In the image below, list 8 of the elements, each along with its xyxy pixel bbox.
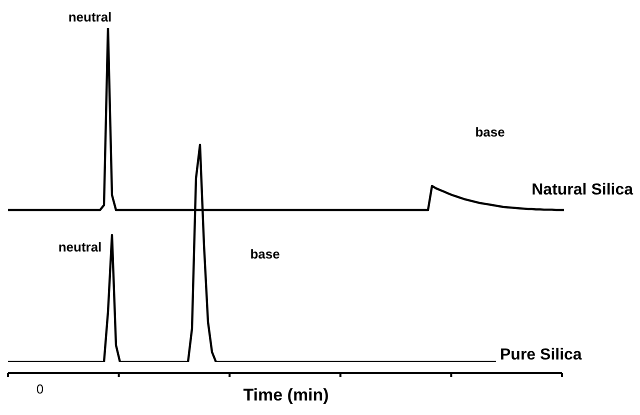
series-label: Pure Silica <box>500 346 582 364</box>
text: neutral <box>68 10 112 25</box>
annotation: base <box>475 124 505 140</box>
text: 0 <box>36 382 44 397</box>
x-axis-title: Time (min) <box>243 386 329 405</box>
series-label: Natural Silica <box>532 181 634 198</box>
annotation: base <box>250 246 280 262</box>
annotation: neutral <box>58 240 102 255</box>
